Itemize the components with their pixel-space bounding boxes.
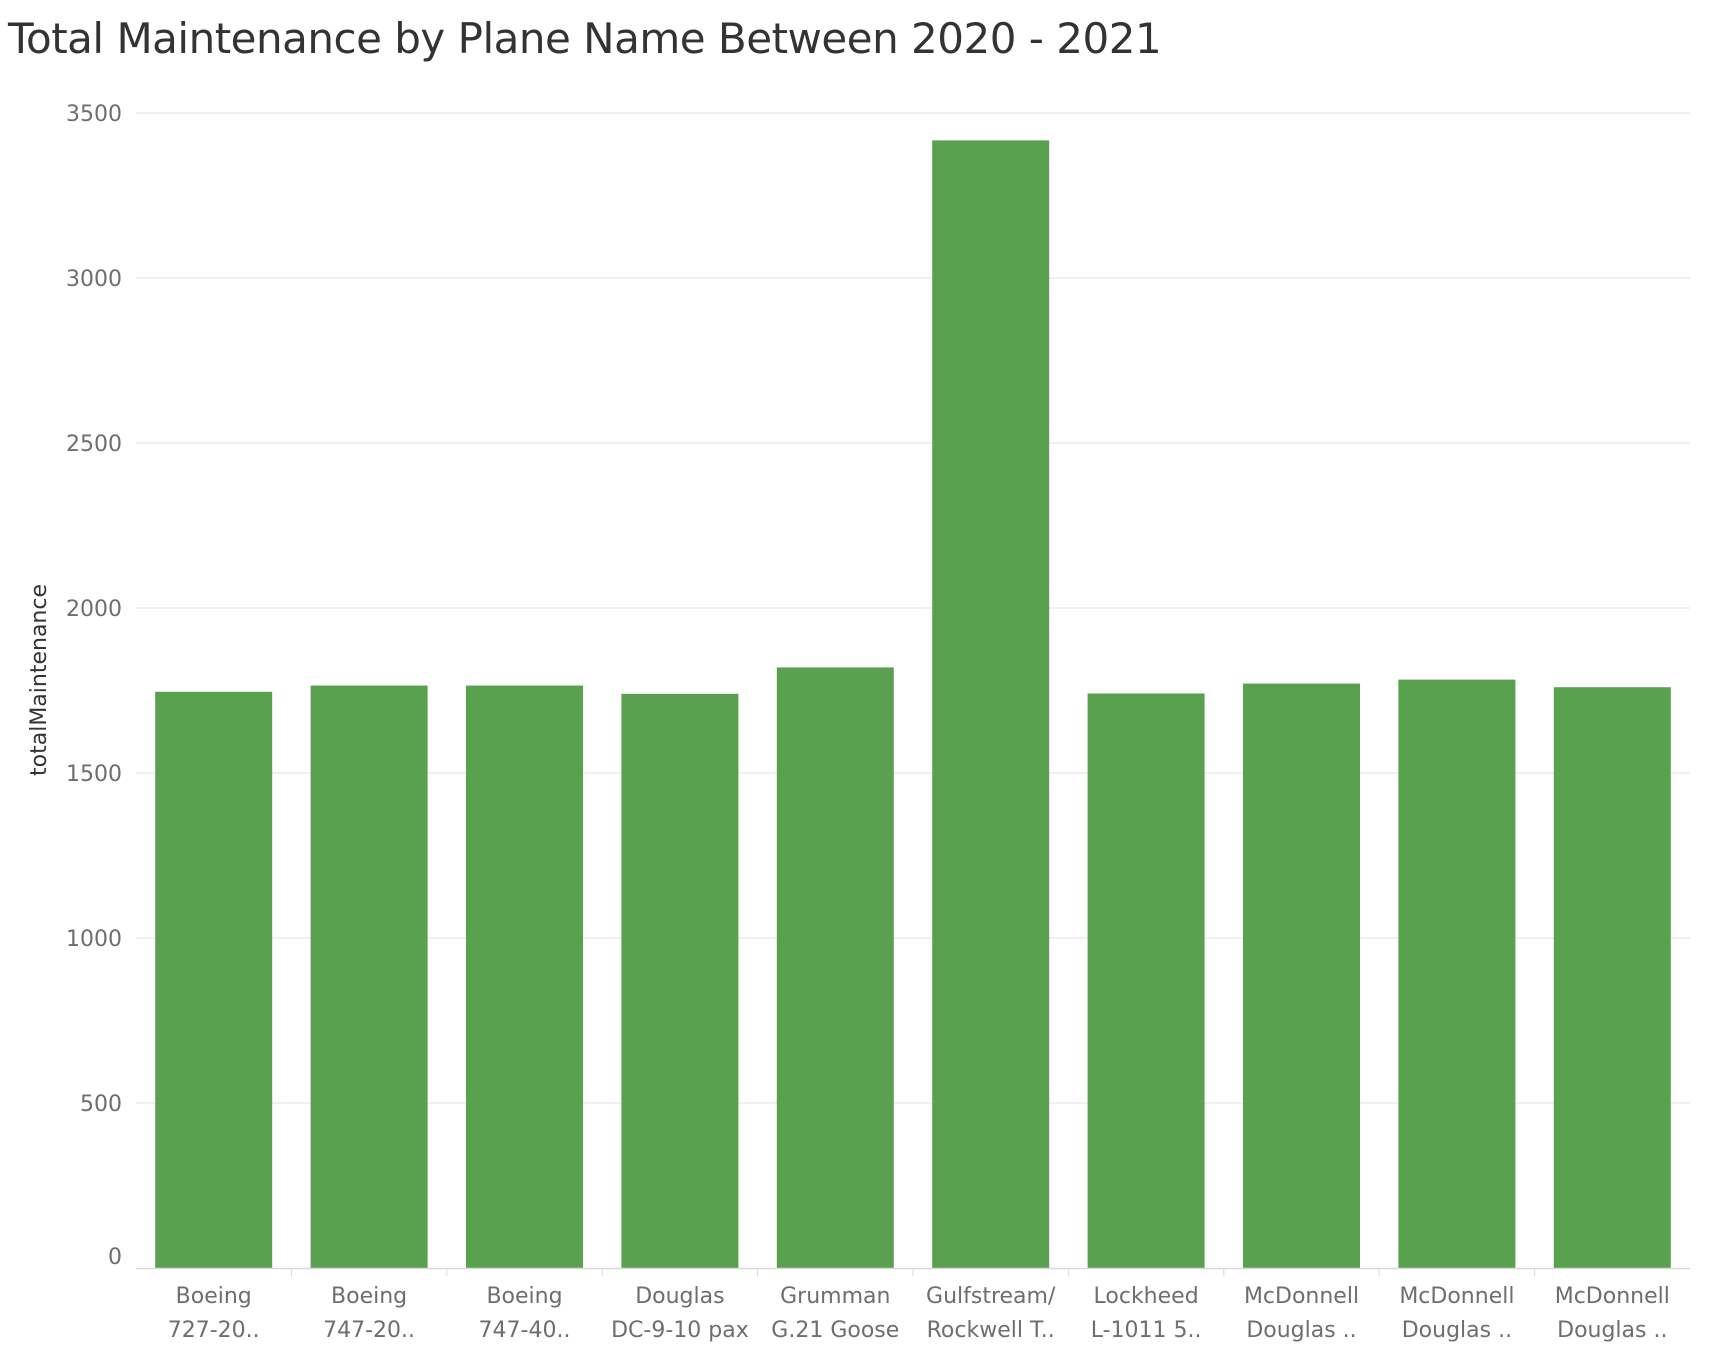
x-tick-label: Lockheed L-1011 5.. [1091,1284,1202,1343]
axes [136,1267,1690,1276]
x-tick-label: McDonnell Douglas .. [1244,1284,1359,1343]
chart-title: Total Maintenance by Plane Name Between … [8,14,1162,63]
y-tick-label: 500 [80,1092,122,1117]
bar[interactable] [310,685,428,1268]
x-tick-label: Boeing 727-20.. [168,1284,260,1343]
bar[interactable] [932,140,1050,1268]
x-tick-label: Gulfstream/Rockwell T.. [926,1284,1056,1343]
y-tick-labels: 0 500 1000 1500 2000 2500 3000 3500 [66,102,122,1270]
bar[interactable] [1398,679,1516,1268]
y-tick-label: 3000 [66,267,122,292]
bar[interactable] [776,667,894,1268]
y-tick-label: 1500 [66,762,122,787]
y-tick-label: 3500 [66,102,122,127]
x-tick-label: Boeing 747-20.. [323,1284,415,1343]
bar[interactable] [1553,687,1671,1268]
x-tick-label: Douglas DC-9-10 pax [611,1284,749,1343]
x-tick-labels: Boeing 727-20.. Boeing 747-20.. Boeing 747-40… [168,1284,1670,1343]
y-tick-label: 1000 [66,927,122,952]
bar[interactable] [1087,693,1205,1268]
bar[interactable] [621,693,739,1268]
y-axis-title: totalMaintenance [27,584,52,776]
x-tick-label: Grumman G.21 Goose [771,1284,899,1343]
bar[interactable] [466,685,583,1268]
x-tick-label: McDonnell Douglas .. [1399,1284,1514,1343]
bar[interactable] [155,691,273,1268]
y-tick-label: 0 [108,1245,122,1270]
bar[interactable] [1243,683,1360,1268]
bars [155,140,1671,1268]
y-tick-label: 2500 [66,432,122,457]
y-tick-label: 2000 [66,597,122,622]
x-tick-label: McDonnell Douglas .. [1555,1284,1670,1343]
x-tick-label: Boeing 747-40.. [479,1284,571,1343]
